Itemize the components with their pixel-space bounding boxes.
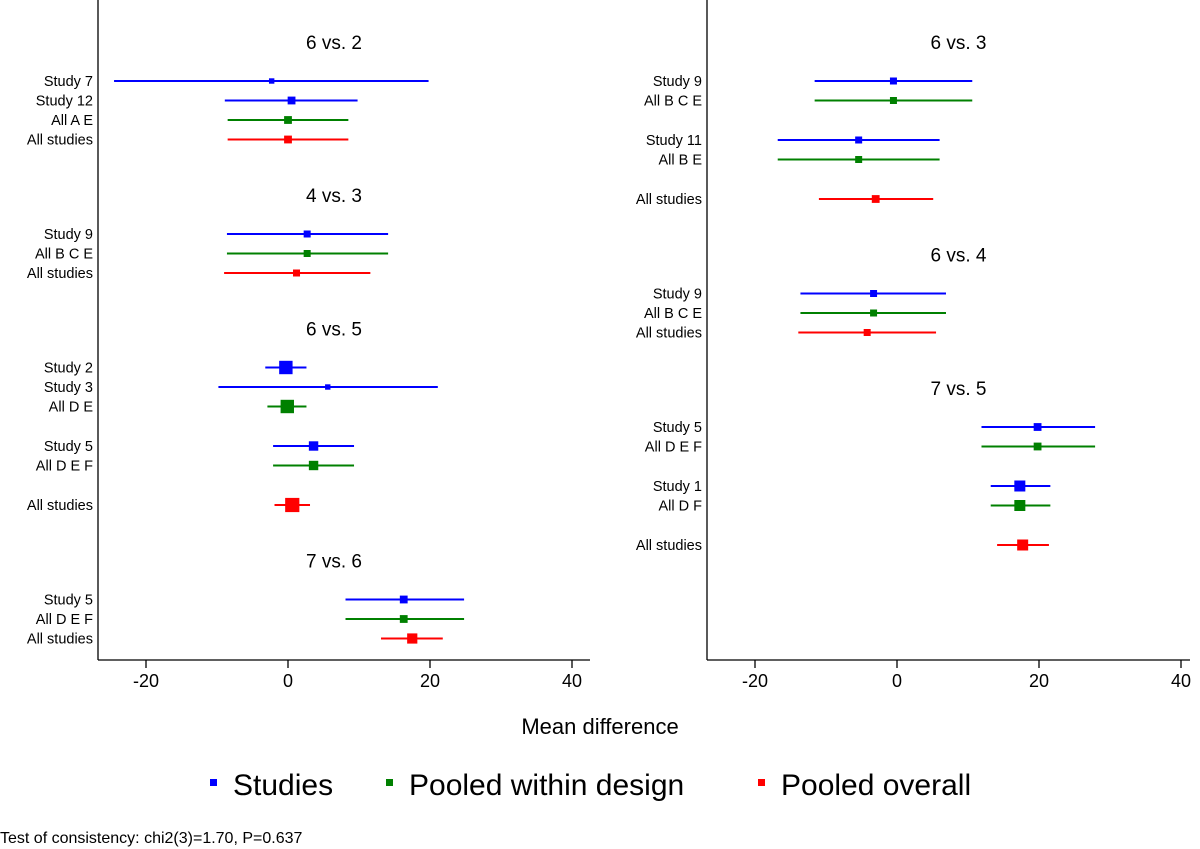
row-label: Study 2 — [44, 361, 93, 377]
legend-label: Pooled within design — [409, 769, 684, 802]
x-tick-label: -20 — [742, 671, 768, 691]
row-label: All studies — [636, 326, 702, 342]
row-label: All studies — [27, 632, 93, 648]
point-estimate-design — [855, 156, 863, 163]
legend-marker — [386, 779, 393, 786]
legend-label: Pooled overall — [781, 769, 971, 802]
row-label: All D E F — [36, 612, 93, 628]
x-tick-label: 40 — [562, 671, 582, 691]
comparison-group: 6 vs. 5 Study 2 Study 3 All D E Study 5 All D… — [27, 320, 438, 514]
forest-panel-1: -20 0 20 40 6 vs. 2 Study 7 Study 12 All A E All… — [27, 0, 590, 691]
point-estimate-study — [1033, 423, 1042, 431]
legend-marker — [758, 779, 765, 786]
row-label: Study 5 — [44, 593, 93, 609]
point-estimate-study — [279, 360, 293, 375]
point-estimate-study — [268, 78, 275, 84]
point-estimate-design — [870, 309, 878, 317]
point-estimate-study — [399, 595, 408, 604]
point-estimate-overall — [863, 329, 871, 336]
row-label: All studies — [27, 133, 93, 149]
row-label: All B C E — [35, 247, 93, 263]
comparison-group: 7 vs. 6 Study 5 All D E F All studies — [27, 552, 465, 648]
row-label: All studies — [636, 538, 702, 554]
point-estimate-design — [1014, 500, 1026, 511]
legend-label: Studies — [233, 769, 333, 802]
group-title: 6 vs. 5 — [306, 320, 362, 341]
point-estimate-study — [1014, 480, 1026, 492]
x-axis-title: Mean difference — [521, 714, 678, 739]
axes: -20 0 20 40 — [97, 0, 590, 691]
comparison-group: 6 vs. 3 Study 9 All B C E Study 11 All B E Al… — [636, 33, 987, 208]
point-estimate-design — [303, 250, 311, 257]
row-label: Study 9 — [653, 287, 702, 303]
point-estimate-overall — [293, 269, 301, 277]
point-estimate-design — [1033, 442, 1042, 451]
row-label: All studies — [27, 498, 93, 514]
x-tick-label: 20 — [420, 671, 440, 691]
row-label: Study 12 — [36, 94, 93, 110]
point-estimate-study — [308, 441, 319, 451]
row-label: Study 9 — [44, 227, 93, 243]
row-label: All D F — [659, 499, 703, 515]
axes: -20 0 20 40 — [706, 0, 1191, 691]
point-estimate-study — [889, 77, 897, 85]
row-label: All B C E — [644, 94, 702, 110]
legend-marker — [210, 779, 217, 786]
row-label: Study 5 — [44, 439, 93, 455]
x-tick-label: 0 — [892, 671, 902, 691]
row-label: Study 9 — [653, 74, 702, 90]
group-title: 7 vs. 6 — [306, 552, 362, 573]
group-title: 4 vs. 3 — [306, 186, 362, 207]
point-estimate-study — [325, 384, 331, 390]
group-title: 6 vs. 2 — [306, 33, 362, 54]
row-label: All studies — [636, 192, 702, 208]
row-label: All D E — [49, 400, 94, 416]
group-title: 6 vs. 3 — [931, 33, 987, 54]
group-title: 6 vs. 4 — [931, 246, 987, 267]
point-estimate-study — [303, 230, 311, 238]
row-label: All D E F — [645, 440, 702, 456]
point-estimate-overall — [871, 195, 880, 203]
legend: Studies Pooled within design Pooled overal… — [210, 769, 971, 802]
point-estimate-overall — [407, 633, 418, 644]
comparison-group: 6 vs. 2 Study 7 Study 12 All A E All studies — [27, 33, 429, 149]
group-title: 7 vs. 5 — [931, 379, 987, 400]
point-estimate-design — [399, 615, 408, 623]
forest-panel-2: -20 0 20 40 6 vs. 3 Study 9 All B C E Study 11 A… — [636, 0, 1191, 691]
row-label: All B E — [658, 153, 702, 169]
x-tick-label: 40 — [1171, 671, 1191, 691]
point-estimate-overall — [284, 135, 292, 144]
row-label: All D E F — [36, 459, 93, 475]
point-estimate-design — [308, 460, 319, 471]
point-estimate-overall — [285, 497, 300, 513]
comparison-group: 6 vs. 4 Study 9 All B C E All studies — [636, 246, 987, 342]
row-label: Study 5 — [653, 420, 702, 436]
row-label: All studies — [27, 266, 93, 282]
row-label: Study 7 — [44, 74, 93, 90]
row-label: All B C E — [644, 306, 702, 322]
point-estimate-design — [284, 116, 292, 124]
x-tick-label: -20 — [133, 671, 159, 691]
footnote: Test of consistency: chi2(3)=1.70, P=0.6… — [0, 830, 303, 847]
comparison-group: 4 vs. 3 Study 9 All B C E All studies — [27, 186, 389, 282]
row-label: Study 1 — [653, 479, 702, 495]
row-label: Study 3 — [44, 380, 93, 396]
row-label: All A E — [51, 113, 93, 129]
point-estimate-study — [287, 96, 296, 105]
x-tick-label: 0 — [283, 671, 293, 691]
point-estimate-study — [855, 136, 863, 144]
point-estimate-design — [889, 97, 897, 104]
point-estimate-study — [870, 290, 878, 297]
point-estimate-overall — [1017, 539, 1029, 551]
row-label: Study 11 — [646, 133, 702, 149]
point-estimate-design — [280, 399, 294, 414]
x-tick-label: 20 — [1029, 671, 1049, 691]
comparison-group: 7 vs. 5 Study 5 All D E F Study 1 All D F All… — [636, 379, 1096, 554]
